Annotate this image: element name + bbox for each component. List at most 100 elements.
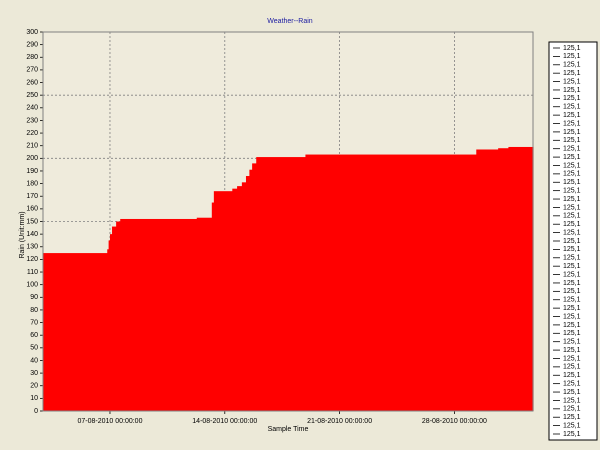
- y-tick-label: 40: [30, 357, 38, 364]
- legend-entry: 125,1: [563, 221, 581, 228]
- y-tick-label: 300: [26, 29, 38, 36]
- y-tick-label: 260: [26, 79, 38, 86]
- legend-entry: 125,1: [563, 204, 581, 211]
- legend-entry: 125,1: [563, 397, 581, 404]
- y-tick-label: 10: [30, 395, 38, 402]
- chart-title: Weather--Rain: [267, 18, 312, 25]
- legend-entry: 125,1: [563, 171, 581, 178]
- y-tick-label: 270: [26, 67, 38, 74]
- y-tick-label: 0: [34, 408, 38, 415]
- legend-entry: 125,1: [563, 271, 581, 278]
- legend-entry: 125,1: [563, 146, 581, 153]
- area-segment: [43, 253, 108, 411]
- legend-entry: 125,1: [563, 263, 581, 270]
- y-tick-label: 210: [26, 143, 38, 150]
- legend-entry: 125,1: [563, 187, 581, 194]
- y-tick-label: 90: [30, 294, 38, 301]
- legend-entry: 125,1: [563, 389, 581, 396]
- area-segment: [245, 176, 250, 411]
- area-segment: [476, 149, 499, 412]
- y-tick-label: 280: [26, 54, 38, 61]
- legend-entry: 125,1: [563, 196, 581, 203]
- legend-entry: 125,1: [563, 280, 581, 287]
- legend-entry: 125,1: [563, 129, 581, 136]
- legend-entry: 125,1: [563, 238, 581, 245]
- y-tick-label: 180: [26, 180, 38, 187]
- y-tick-label: 30: [30, 370, 38, 377]
- area-segment: [305, 154, 477, 411]
- y-tick-label: 120: [26, 256, 38, 263]
- y-tick-label: 70: [30, 319, 38, 326]
- legend-entry: 125,1: [563, 372, 581, 379]
- legend-entry: 125,1: [563, 347, 581, 354]
- legend-entry: 125,1: [563, 112, 581, 119]
- legend-entry: 125,1: [563, 364, 581, 371]
- area-segment: [241, 182, 247, 411]
- area-segment: [116, 221, 121, 411]
- legend-entry: 125,1: [563, 87, 581, 94]
- legend-entry: 125,1: [563, 313, 581, 320]
- legend-entry: 125,1: [563, 53, 581, 60]
- area-segment: [232, 188, 238, 411]
- y-tick-label: 200: [26, 155, 38, 162]
- legend-entry: 125,1: [563, 288, 581, 295]
- y-tick-label: 20: [30, 383, 38, 390]
- legend-entry: 125,1: [563, 137, 581, 144]
- area-segment: [256, 157, 307, 411]
- y-tick-label: 240: [26, 105, 38, 112]
- legend-entry: 125,1: [563, 330, 581, 337]
- x-axis-label: Sample Time: [268, 426, 309, 433]
- legend-entry: 125,1: [563, 179, 581, 186]
- legend-entry: 125,1: [563, 246, 581, 253]
- area-segment: [108, 240, 111, 411]
- legend-entry: 125,1: [563, 414, 581, 421]
- legend-entry: 125,1: [563, 120, 581, 127]
- y-tick-label: 110: [27, 269, 38, 276]
- legend-entry: 125,1: [563, 422, 581, 429]
- y-tick-label: 50: [30, 345, 38, 352]
- legend-entry: 125,1: [563, 104, 581, 111]
- y-tick-label: 140: [26, 231, 38, 238]
- x-tick-label: 07-08-2010 00:00:00: [77, 418, 142, 425]
- legend-entry: 125,1: [563, 229, 581, 236]
- legend-entry: 125,1: [563, 431, 581, 438]
- y-tick-label: 100: [26, 282, 38, 289]
- legend-entry: 125,1: [563, 255, 581, 262]
- area-segment: [252, 163, 257, 411]
- legend-entry: 125,1: [563, 45, 581, 52]
- x-tick-label: 28-08-2010 00:00:00: [422, 418, 487, 425]
- y-tick-label: 150: [26, 218, 38, 225]
- y-tick-label: 170: [26, 193, 38, 200]
- y-tick-label: 220: [26, 130, 38, 137]
- y-tick-label: 160: [26, 206, 38, 213]
- area-segment: [196, 217, 213, 411]
- area-segment: [109, 234, 113, 411]
- y-tick-label: 130: [26, 244, 38, 251]
- x-tick-label: 21-08-2010 00:00:00: [307, 418, 372, 425]
- area-segment: [249, 169, 253, 411]
- area-segment: [107, 249, 110, 411]
- legend-entry: 125,1: [563, 305, 581, 312]
- area-segment: [112, 226, 117, 411]
- y-tick-label: 290: [26, 41, 38, 48]
- y-tick-label: 190: [26, 168, 38, 175]
- legend-entry: 125,1: [563, 162, 581, 169]
- legend-entry: 125,1: [563, 406, 581, 413]
- area-segment: [508, 146, 534, 412]
- x-tick-label: 14-08-2010 00:00:00: [192, 418, 257, 425]
- y-tick-label: 230: [26, 117, 38, 124]
- y-tick-label: 80: [30, 307, 38, 314]
- legend-entry: 125,1: [563, 62, 581, 69]
- area-segment: [237, 186, 243, 411]
- legend-entry: 125,1: [563, 339, 581, 346]
- legend-entry: 125,1: [563, 322, 581, 329]
- area-segment: [213, 191, 233, 411]
- legend-entry: 125,1: [563, 154, 581, 161]
- legend-entry: 125,1: [563, 78, 581, 85]
- legend-entry: 125,1: [563, 355, 581, 362]
- area-segment: [211, 202, 215, 411]
- area-segment: [120, 218, 198, 411]
- plot-frame: [42, 31, 534, 412]
- area-segment: [498, 148, 509, 411]
